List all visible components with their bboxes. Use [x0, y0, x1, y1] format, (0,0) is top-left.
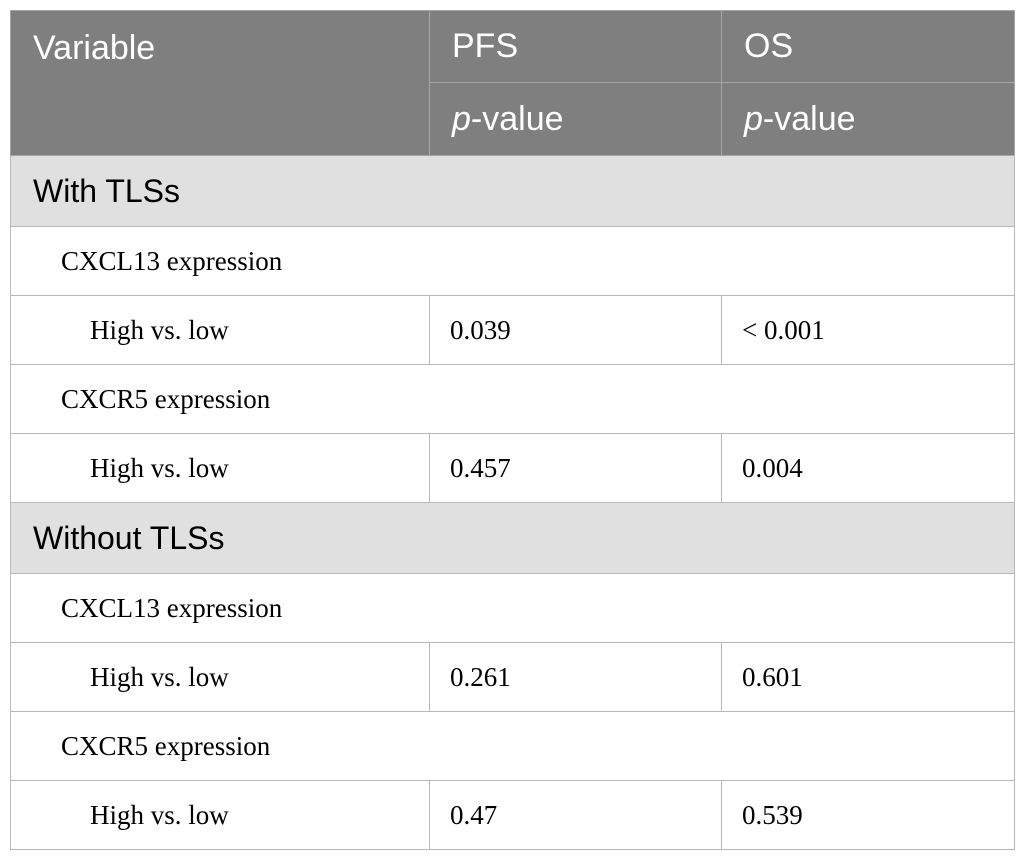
group-row: With TLSs — [10, 155, 1015, 227]
p-italic: p — [744, 99, 763, 138]
subgroup-row: CXCL13 expression — [10, 226, 1015, 296]
header-row: Variable PFS OS — [10, 10, 1015, 156]
header-os: OS — [721, 10, 1015, 83]
subgroup-row: CXCL13 expression — [10, 573, 1015, 643]
table-row: High vs. low 0.261 0.601 — [10, 642, 1015, 712]
pfs-value: 0.261 — [429, 642, 722, 712]
header-pfs: PFS — [429, 10, 722, 83]
os-value: 0.004 — [721, 433, 1015, 503]
subgroup-label: CXCR5 expression — [10, 711, 1015, 781]
table-row: High vs. low 0.039 < 0.001 — [10, 295, 1015, 365]
table-row: High vs. low 0.47 0.539 — [10, 780, 1015, 850]
pfs-value: 0.47 — [429, 780, 722, 850]
os-value: 0.601 — [721, 642, 1015, 712]
group-title: With TLSs — [10, 155, 1015, 227]
results-table: Variable PFS OS p-value p-value With TLS… — [10, 10, 1015, 850]
group-title: Without TLSs — [10, 502, 1015, 574]
table-row: High vs. low 0.457 0.004 — [10, 433, 1015, 503]
p-italic: p — [452, 99, 471, 138]
subgroup-label: CXCL13 expression — [10, 573, 1015, 643]
pfs-value: 0.039 — [429, 295, 722, 365]
row-label: High vs. low — [10, 780, 430, 850]
os-value: < 0.001 — [721, 295, 1015, 365]
p-suffix: -value — [470, 99, 564, 138]
row-label: High vs. low — [10, 433, 430, 503]
pfs-value: 0.457 — [429, 433, 722, 503]
header-variable: Variable — [10, 10, 430, 156]
subgroup-row: CXCR5 expression — [10, 711, 1015, 781]
header-pfs-pvalue: p-value — [429, 82, 722, 156]
group-row: Without TLSs — [10, 502, 1015, 574]
subgroup-row: CXCR5 expression — [10, 364, 1015, 434]
row-label: High vs. low — [10, 642, 430, 712]
header-os-pvalue: p-value — [721, 82, 1015, 156]
os-value: 0.539 — [721, 780, 1015, 850]
p-suffix: -value — [762, 99, 856, 138]
subgroup-label: CXCR5 expression — [10, 364, 1015, 434]
subgroup-label: CXCL13 expression — [10, 226, 1015, 296]
row-label: High vs. low — [10, 295, 430, 365]
header-subrow: p-value p-value — [11, 82, 1015, 156]
